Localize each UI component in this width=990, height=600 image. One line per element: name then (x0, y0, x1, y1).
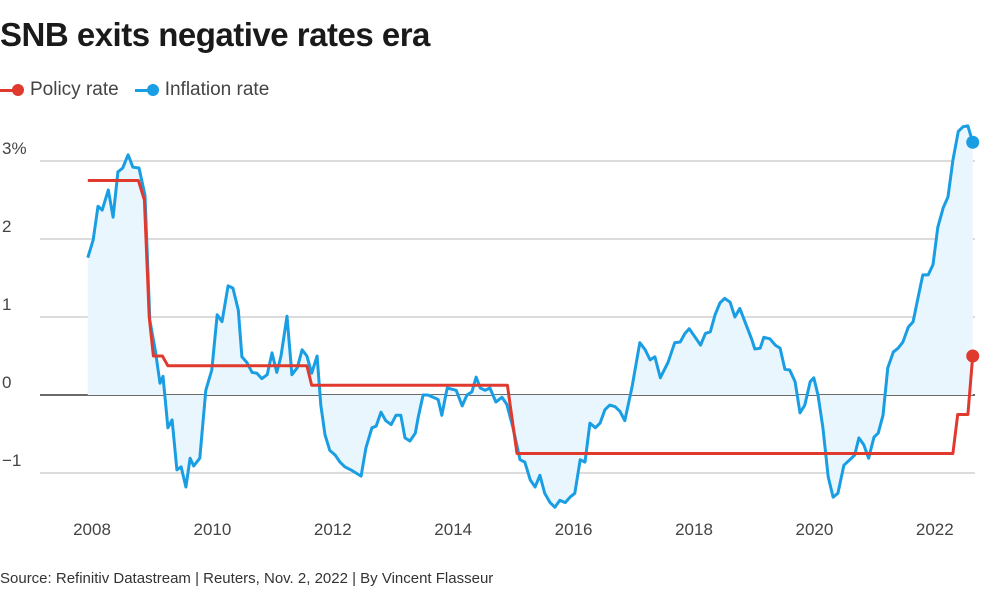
inflation-rate-line (86, 124, 975, 509)
x-tick-label: 2010 (193, 520, 231, 539)
legend-label-inflation-rate: Inflation rate (164, 79, 270, 100)
policy-rate-swatch-icon (0, 84, 24, 96)
x-tick-label: 2020 (795, 520, 833, 539)
x-tick-label: 2008 (73, 520, 111, 539)
chart-title: SNB exits negative rates era (0, 16, 430, 53)
x-tick-label: 2022 (916, 520, 954, 539)
x-tick-label: 2014 (434, 520, 472, 539)
legend-item-inflation-rate: Inflation rate (134, 79, 270, 101)
inflation-area-fill (87, 125, 973, 508)
y-tick-label: 1 (2, 295, 11, 314)
chart-plot: 3% 2 1 0 −1 2008 2010 2012 2014 2016 2018 2020 2022 (2, 124, 980, 539)
policy-rate-line (87, 179, 975, 455)
legend-label-policy-rate: Policy rate (30, 79, 119, 100)
legend: Policy rate Inflation rate (0, 79, 285, 101)
legend-item-policy-rate: Policy rate (0, 79, 119, 101)
x-tick-label: 2018 (675, 520, 713, 539)
inflation-rate-swatch-icon (134, 84, 159, 96)
y-tick-label: 2 (2, 217, 11, 236)
policy-rate-line-end-dot (966, 349, 980, 363)
x-tick-label: 2016 (555, 520, 593, 539)
inflation-rate-line-end-dot (966, 135, 980, 149)
y-tick-label: 3% (2, 139, 27, 158)
y-tick-label: −1 (2, 451, 21, 470)
source-note: Source: Refinitiv Datastream | Reuters, … (0, 570, 494, 587)
x-tick-label: 2012 (314, 520, 352, 539)
y-tick-label: 0 (2, 373, 11, 392)
